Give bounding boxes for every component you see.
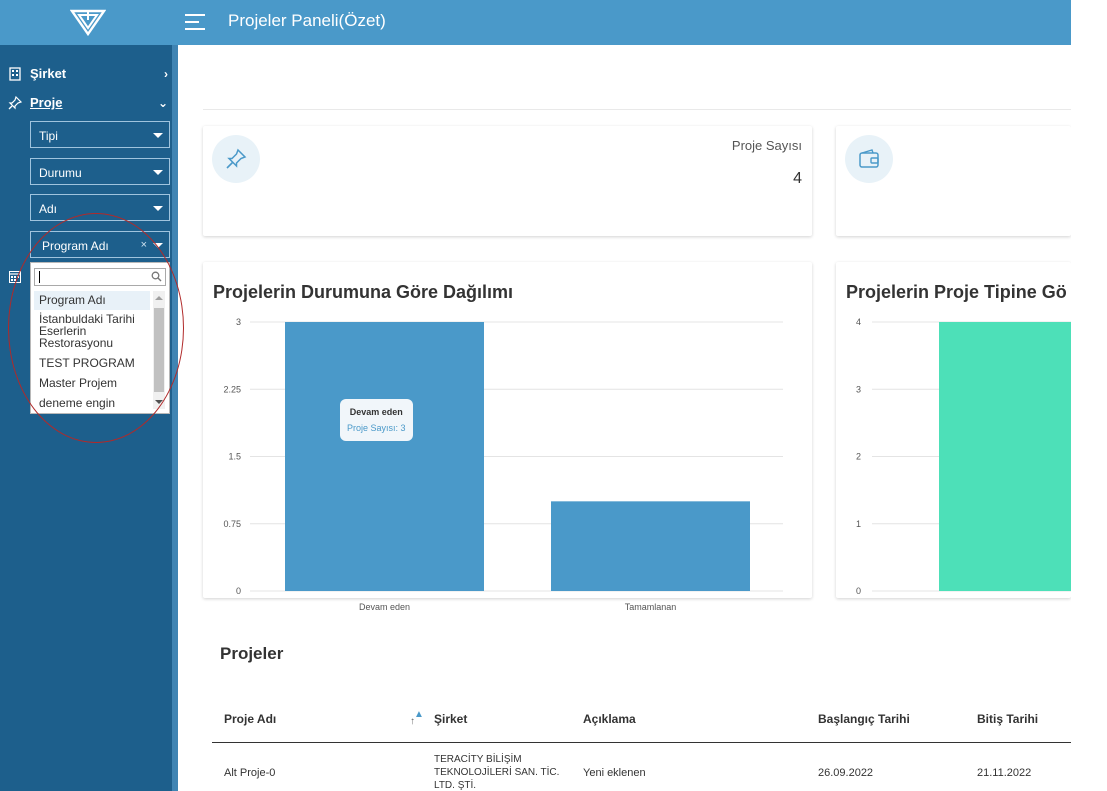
select-label: Program Adı bbox=[42, 239, 109, 253]
tooltip-value: Proje Sayısı: 3 bbox=[347, 423, 406, 433]
table-cell: Alt Proje-0 bbox=[224, 767, 276, 779]
stat-label: Proje Sayısı bbox=[731, 138, 802, 153]
dropdown-option[interactable]: TEST PROGRAM bbox=[39, 356, 135, 370]
chart-tooltip: Devam eden Proje Sayısı: 3 bbox=[340, 399, 413, 441]
hamburger-bar bbox=[185, 28, 205, 30]
scroll-thumb[interactable] bbox=[154, 308, 164, 392]
column-header-proje-adi[interactable]: Proje Adı bbox=[224, 712, 277, 726]
dropdown-options: Program Adı İstanbuldaki Tarihi Eserleri… bbox=[34, 291, 150, 411]
caret-down-icon bbox=[153, 170, 163, 175]
divider bbox=[203, 109, 1071, 110]
sidebar-item-label: Proje bbox=[30, 95, 63, 110]
select-label: Durumu bbox=[39, 166, 82, 180]
dropdown-option[interactable]: deneme engin bbox=[39, 396, 116, 410]
tooltip-title: Devam eden bbox=[349, 407, 403, 417]
page-title: Projeler Paneli(Özet) bbox=[228, 11, 386, 30]
bar bbox=[285, 322, 484, 591]
durumu-select[interactable]: Durumu bbox=[30, 158, 170, 185]
table-cell: 26.09.2022 bbox=[818, 767, 874, 779]
bar bbox=[551, 501, 750, 591]
calendar-icon[interactable] bbox=[9, 270, 21, 283]
select-label: Tipi bbox=[39, 129, 58, 143]
stat-card-2 bbox=[836, 126, 1071, 236]
sidebar-scrollbar[interactable] bbox=[172, 45, 178, 791]
table-cell: 21.11.2022 bbox=[977, 767, 1032, 779]
column-header-aciklama[interactable]: Açıklama bbox=[583, 712, 636, 726]
column-header-baslangic[interactable]: Başlangıç Tarihi bbox=[818, 712, 910, 726]
y-tick-label: 1.5 bbox=[228, 452, 241, 462]
program-adi-select[interactable]: Program Adı × bbox=[30, 231, 170, 258]
bar bbox=[939, 322, 1071, 591]
column-header-sirket[interactable]: Şirket bbox=[434, 712, 468, 726]
search-icon bbox=[151, 271, 162, 282]
wallet-icon bbox=[859, 149, 879, 168]
type-bar-chart: 4 3 2 1 0 bbox=[856, 317, 1071, 596]
y-tick-label: 2.25 bbox=[223, 384, 241, 394]
tipi-select[interactable]: Tipi bbox=[30, 121, 170, 148]
building-icon bbox=[9, 66, 21, 81]
y-tick-label: 0 bbox=[856, 586, 861, 596]
top-bar bbox=[0, 0, 1071, 45]
adi-select[interactable]: Adı bbox=[30, 194, 170, 221]
y-tick-label: 0 bbox=[236, 586, 241, 596]
caret-down-icon bbox=[153, 133, 163, 138]
clear-icon[interactable]: × bbox=[140, 239, 147, 251]
sidebar-item-proje[interactable]: Proje ⌄ bbox=[8, 95, 168, 110]
dropdown-option[interactable]: Program Adı bbox=[34, 291, 150, 310]
dropdown-option[interactable]: Master Projem bbox=[39, 376, 118, 390]
dropdown-option[interactable]: İstanbuldaki Tarihi Eserlerin Restorasyo… bbox=[39, 312, 135, 350]
table-cell: TERACİTY BİLİŞİM TEKNOLOJİLERİ SAN. TİC.… bbox=[434, 754, 560, 791]
table-cell: Yeni eklenen bbox=[583, 767, 646, 779]
x-tick-label: Devam eden bbox=[359, 602, 410, 612]
hamburger-bar bbox=[185, 21, 199, 23]
y-tick-label: 2 bbox=[856, 452, 861, 462]
page-margin bbox=[1071, 0, 1107, 791]
scroll-up-icon[interactable] bbox=[155, 296, 163, 300]
sort-icon[interactable]: ↑▲ bbox=[410, 709, 424, 727]
y-tick-label: 4 bbox=[856, 317, 861, 327]
chart-title: Projelerin Proje Tipine Gö bbox=[846, 282, 1067, 302]
stat-value: 4 bbox=[793, 170, 802, 187]
stat-icon-wrap bbox=[845, 135, 893, 183]
y-tick-label: 0.75 bbox=[223, 519, 241, 529]
caret-down-icon bbox=[153, 206, 163, 211]
x-tick-label: Tamamlanan bbox=[625, 602, 677, 612]
select-label: Adı bbox=[39, 202, 58, 216]
program-adi-dropdown: Program Adı İstanbuldaki Tarihi Eserleri… bbox=[30, 262, 170, 414]
sidebar-item-label: Şirket bbox=[30, 66, 67, 81]
column-header-bitis[interactable]: Bitiş Tarihi bbox=[977, 712, 1039, 726]
hamburger-bar bbox=[185, 14, 205, 16]
status-bar-chart: 3 2.25 1.5 0.75 0 Devam eden Tamamlanan bbox=[223, 317, 783, 612]
y-tick-label: 3 bbox=[856, 384, 861, 394]
caret-down-icon bbox=[153, 243, 163, 248]
sidebar bbox=[0, 45, 178, 791]
pin-icon bbox=[8, 95, 22, 109]
y-tick-label: 1 bbox=[856, 519, 861, 529]
text-cursor bbox=[39, 271, 40, 283]
table-header-divider bbox=[212, 742, 1071, 743]
stat-card-proje-sayisi: Proje Sayısı 4 bbox=[203, 126, 812, 236]
table-title: Projeler bbox=[220, 644, 284, 663]
chart-title: Projelerin Durumuna Göre Dağılımı bbox=[213, 282, 514, 302]
chevron-down-icon: ⌄ bbox=[157, 95, 168, 110]
dropdown-search-input[interactable] bbox=[34, 268, 166, 286]
pin-icon bbox=[226, 148, 247, 169]
sidebar-item-sirket[interactable]: Şirket › bbox=[8, 66, 168, 81]
dropdown-scrollbar[interactable] bbox=[153, 291, 165, 409]
logo[interactable] bbox=[0, 0, 178, 45]
logo-icon bbox=[70, 9, 106, 36]
y-tick-label: 3 bbox=[236, 317, 241, 327]
chevron-right-icon: › bbox=[164, 66, 168, 81]
scroll-down-icon[interactable] bbox=[155, 400, 163, 404]
menu-toggle-button[interactable] bbox=[185, 14, 205, 30]
stat-icon-wrap bbox=[212, 135, 260, 183]
